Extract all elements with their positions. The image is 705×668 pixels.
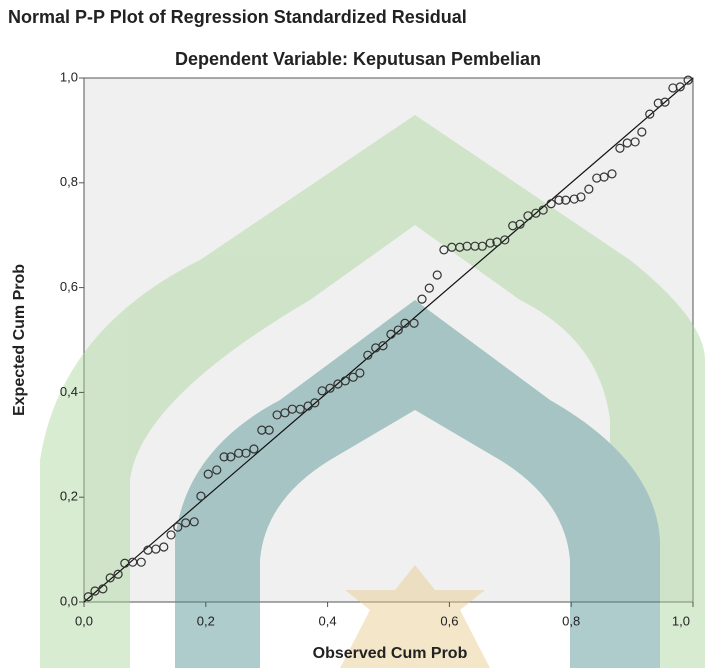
y-axis-label: Expected Cum Prob [11,264,28,416]
x-tick-label: 0,2 [197,613,215,628]
y-tick-label: 0,4 [60,384,78,399]
y-tick-label: 1,0 [60,69,78,84]
y-tick-label: 0,8 [60,174,78,189]
y-tick-label: 0,6 [60,279,78,294]
x-tick-label: 0,8 [562,613,580,628]
y-tick-label: 0,0 [60,593,78,608]
x-axis-label: Observed Cum Prob [313,645,468,662]
y-tick-label: 0,2 [60,489,78,504]
x-tick-label: 1,0 [672,613,690,628]
chart: Normal P-P Plot of Regression Standardiz… [0,0,705,668]
x-tick-label: 0,0 [75,613,93,628]
x-tick-label: 0,6 [440,613,458,628]
chart-subtitle: Dependent Variable: Keputusan Pembelian [175,49,541,69]
chart-title: Normal P-P Plot of Regression Standardiz… [8,7,467,27]
x-tick-label: 0,4 [319,613,337,628]
